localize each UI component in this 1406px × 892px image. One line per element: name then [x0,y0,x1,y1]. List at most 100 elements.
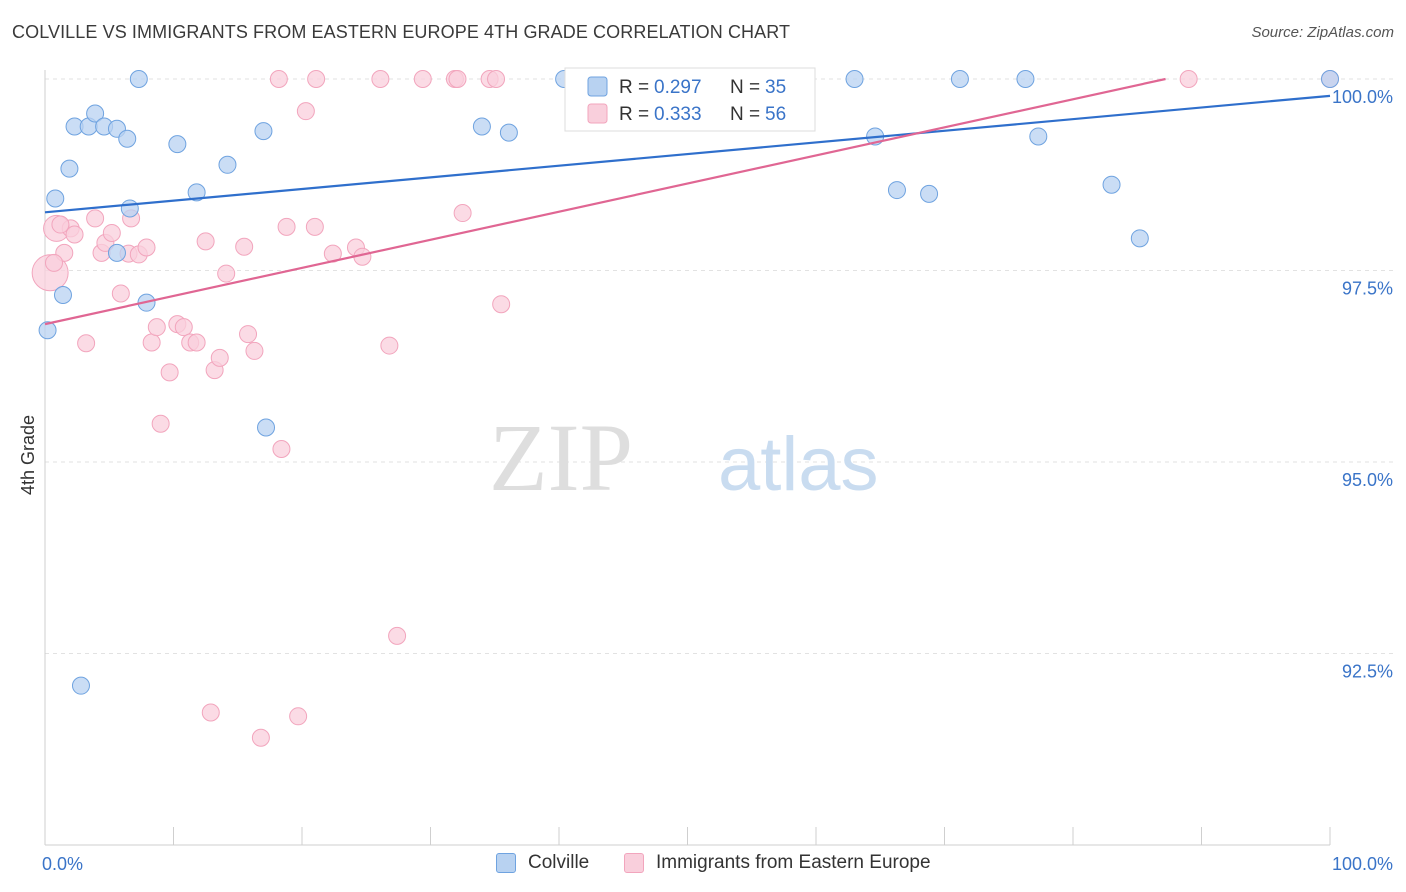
legend-n-value-immigrants: 56 [765,104,786,125]
immigrants-point-5 [77,334,96,353]
immigrants-point-10 [111,284,130,303]
legend-swatch-colville [587,76,608,97]
immigrants-point-38 [307,70,326,88]
x-tick-label-1: 100.0% [1332,854,1393,874]
immigrants-point-54 [44,253,63,272]
colville-point-30 [1016,70,1035,88]
colville-point-32 [1102,175,1121,194]
trend-lines [44,77,1331,326]
series-colville-points [38,70,1339,695]
immigrants-point-20 [174,318,193,337]
immigrants-point-14 [137,238,156,257]
watermark-atlas: atlas [718,422,879,507]
immigrants-point-44 [388,626,407,645]
immigrants-point-18 [160,363,179,382]
colville-point-34 [1321,70,1339,88]
colville-point-20 [472,117,491,136]
colville-point-10 [107,243,126,262]
immigrants-point-45 [413,70,432,88]
immigrants-point-26 [210,348,229,367]
colville-point-1 [46,189,65,208]
legend-n-value-colville: 35 [765,77,786,98]
chart-title: COLVILLE VS IMMIGRANTS FROM EASTERN EURO… [12,22,791,42]
immigrants-point-37 [305,217,324,236]
legend-r-value-colville: 0.297 [654,77,702,98]
colville-point-28 [920,184,939,203]
tick-labels: 92.5% 95.0% 97.5% 100.0% 0.0% 100.0% [42,87,1393,874]
immigrants-point-30 [245,341,264,360]
colville-point-11 [118,129,137,148]
immigrants-point-24 [201,703,220,722]
legend-swatch-colville-bottom [496,853,516,873]
colville-point-0 [38,321,57,340]
watermark: ZIP atlas [489,404,879,511]
colville-point-15 [168,135,187,154]
x-tick-label-0: 0.0% [42,854,83,874]
legend-item-immigrants[interactable]: Immigrants from Eastern Europe [624,852,931,874]
immigrants-point-16 [147,318,166,337]
legend-swatch-immigrants-bottom [624,853,644,873]
y-tick-label-0: 92.5% [1342,662,1393,682]
legend-r-label-colville: R = [619,77,649,98]
immigrants-point-28 [235,237,254,256]
legend-swatch-immigrants [587,103,608,124]
colville-point-16 [187,183,206,202]
immigrants-point-22 [187,333,206,352]
immigrants-point-15 [142,333,161,352]
immigrants-point-31 [251,728,270,747]
immigrants-point-4 [65,225,84,244]
immigrants-point-50 [487,70,506,88]
legend-r-label-immigrants: R = [619,104,649,125]
immigrants-point-34 [277,217,296,236]
colville-point-12 [120,199,139,218]
legend-item-colville[interactable]: Colville [496,852,589,874]
axes [44,70,1331,846]
legend-n-label-immigrants: N = [730,104,760,125]
immigrants-point-17 [151,414,170,433]
gridlines [45,78,1395,654]
y-tick-label-2: 97.5% [1342,279,1393,299]
colville-point-29 [950,70,969,88]
legend-r-value-immigrants: 0.333 [654,104,702,125]
immigrants-point-42 [371,70,390,88]
colville-point-7 [86,104,105,123]
colville-point-27 [887,181,906,200]
colville-point-31 [1029,127,1048,146]
y-tick-label-3: 100.0% [1332,87,1393,107]
immigrants-point-33 [272,439,291,458]
colville-point-25 [845,70,864,88]
legend-label-immigrants: Immigrants from Eastern Europe [656,852,931,873]
legend-label-colville: Colville [528,852,590,873]
colville-point-18 [254,122,273,141]
colville-point-5 [71,676,90,695]
immigrants-point-51 [492,295,511,314]
immigrants-point-48 [453,204,472,223]
colville-point-2 [53,286,72,305]
immigrants-point-6 [86,209,105,228]
immigrants-point-47 [448,70,467,88]
colville-trend-line [44,94,1331,214]
colville-point-13 [129,70,148,88]
immigrants-point-55 [51,215,70,234]
colville-point-19 [257,418,276,437]
colville-point-21 [499,123,518,142]
y-tick-label-1: 95.0% [1342,470,1393,490]
immigrants-point-35 [289,707,308,726]
colville-point-17 [218,155,237,174]
legend-box: R = 0.297 N = 35 R = 0.333 N = 56 [564,67,816,132]
immigrants-point-32 [269,70,288,88]
watermark-zip: ZIP [489,404,633,511]
colville-point-3 [60,159,79,178]
immigrants-trend-line [44,77,1166,326]
immigrants-point-52 [1179,70,1198,88]
immigrants-point-29 [239,325,258,344]
series-colville [31,70,1339,747]
immigrants-point-27 [217,264,236,283]
y-axis-label: 4th Grade [18,415,38,495]
legend-n-label-colville: N = [730,77,760,98]
colville-point-33 [1130,229,1149,248]
chart-source: Source: ZipAtlas.com [1251,24,1394,41]
immigrants-point-23 [196,232,215,251]
immigrants-point-43 [380,336,399,355]
